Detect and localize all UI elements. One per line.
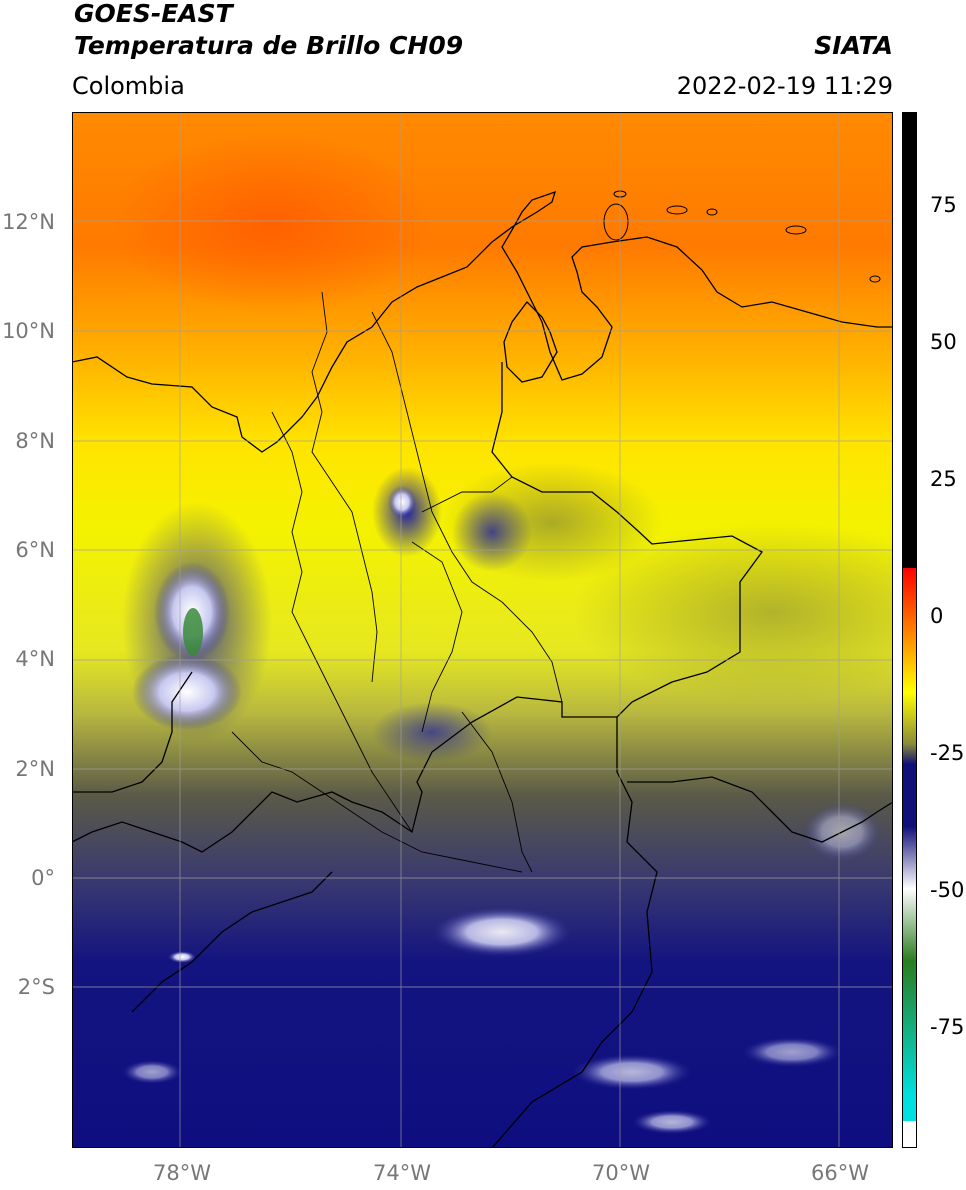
datetime-label: 2022-02-19 11:29 — [676, 72, 893, 100]
lon-label-74w: 74°W — [373, 1161, 431, 1185]
cbar-tick-50: 50 — [930, 330, 957, 354]
lon-label-78w: 78°W — [153, 1161, 211, 1185]
cbar-tick-0: 0 — [930, 604, 944, 628]
product-title: Temperatura de Brillo CH09 — [74, 31, 464, 60]
graticule — [72, 112, 893, 1148]
cbar-tick-75: 75 — [930, 193, 957, 217]
coldest-core — [183, 608, 203, 656]
map-canvas — [71, 112, 966, 1149]
colorbar — [902, 112, 917, 1148]
lat-label-4n: 4°N — [15, 647, 55, 671]
satellite-map — [71, 112, 966, 1149]
lat-label-0: 0° — [31, 866, 55, 890]
lon-label-66w: 66°W — [811, 1161, 869, 1185]
cbar-tick-minus75: -75 — [930, 1015, 965, 1039]
lat-label-2n: 2°N — [15, 757, 55, 781]
map-frame — [72, 112, 893, 1148]
region-label: Colombia — [72, 72, 185, 100]
lat-label-8n: 8°N — [15, 429, 55, 453]
cbar-tick-25: 25 — [930, 467, 957, 491]
lat-label-2s: 2°S — [17, 975, 55, 999]
lat-label-10n: 10°N — [2, 319, 55, 343]
lake-maracaibo — [503, 301, 558, 383]
source-label: SIATA — [814, 31, 893, 60]
lat-label-12n: 12°N — [2, 210, 55, 234]
lon-label-70w: 70°W — [592, 1161, 650, 1185]
satellite-title: GOES-EAST — [74, 0, 233, 28]
department-borders — [231, 291, 563, 873]
cbar-tick-minus50: -50 — [930, 878, 965, 902]
lat-label-6n: 6°N — [15, 538, 55, 562]
convective-cloud-south — [132, 654, 242, 730]
cbar-tick-minus25: -25 — [930, 741, 965, 765]
